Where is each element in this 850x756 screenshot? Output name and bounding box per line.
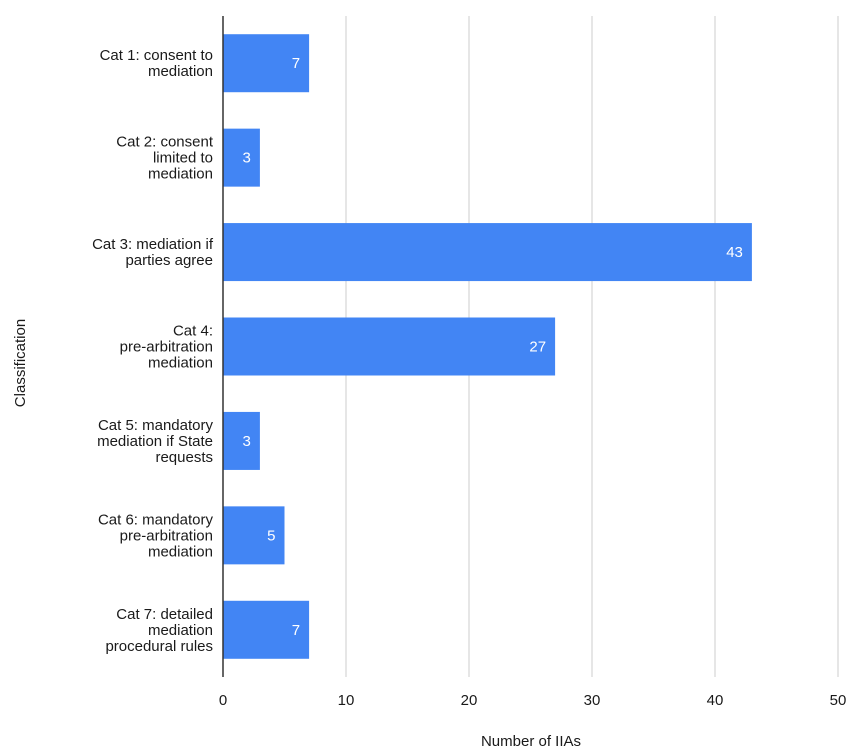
labels: 0 10 20 30 40 50 7 Cat 1: consent to mediation 3 C… xyxy=(92,47,846,709)
bar xyxy=(223,128,260,187)
bar-value-label: 43 xyxy=(726,244,743,261)
bar xyxy=(223,317,556,376)
x-tick-label: 50 xyxy=(830,692,847,709)
bar-value-label: 7 xyxy=(292,622,300,639)
bar-value-label: 5 xyxy=(267,527,275,544)
category-label: Cat 4: pre-arbitration mediation xyxy=(120,323,213,372)
y-axis-title: Classification xyxy=(12,319,29,407)
category-label: Cat 2: consent limited to mediation xyxy=(116,134,214,183)
bar xyxy=(223,223,752,282)
x-tick-label: 20 xyxy=(461,692,478,709)
x-tick-label: 40 xyxy=(707,692,724,709)
bar-value-label: 3 xyxy=(243,150,251,167)
category-label: Cat 6: mandatory pre-arbitration mediation xyxy=(98,511,214,560)
bar-value-label: 3 xyxy=(243,433,251,450)
category-label: Cat 7: detailed mediation procedural rules xyxy=(105,606,213,655)
bar xyxy=(223,506,285,565)
bars xyxy=(223,34,752,659)
category-label: Cat 5: mandatory mediation if State reques… xyxy=(97,417,213,466)
bar-value-label: 27 xyxy=(529,339,546,356)
gridlines xyxy=(345,16,839,677)
category-label: Cat 1: consent to mediation xyxy=(100,47,213,80)
x-tick-label: 30 xyxy=(584,692,601,709)
bar-value-label: 7 xyxy=(292,55,300,72)
x-axis-title: Number of IIAs xyxy=(481,733,581,750)
category-label: Cat 3: mediation if parties agree xyxy=(92,236,214,269)
bar xyxy=(223,34,310,93)
bar xyxy=(223,411,260,470)
x-tick-label: 10 xyxy=(338,692,355,709)
bar xyxy=(223,600,310,659)
x-tick-label: 0 xyxy=(219,692,227,709)
